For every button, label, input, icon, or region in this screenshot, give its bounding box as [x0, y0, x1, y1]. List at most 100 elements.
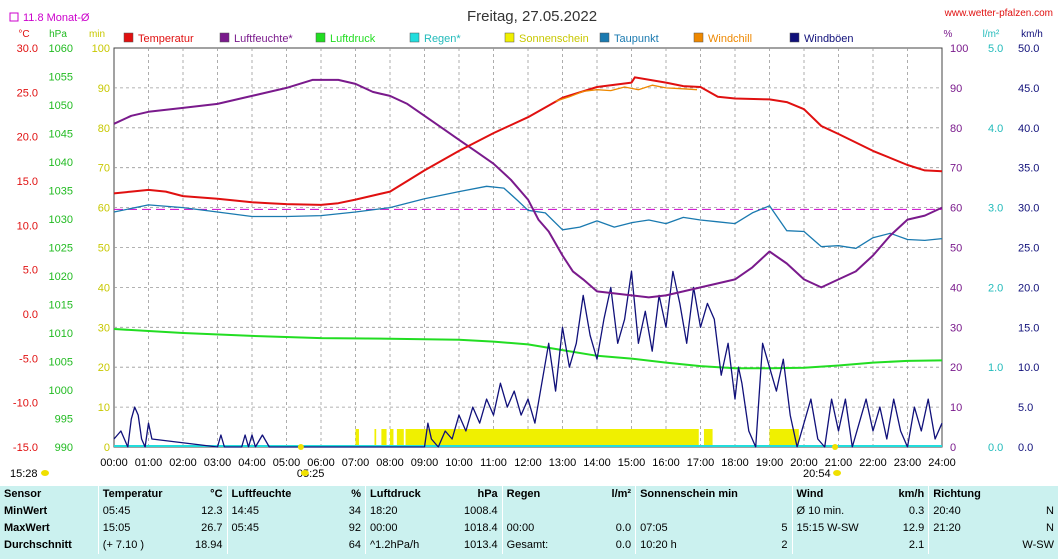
stats-row-label: MaxWert	[4, 522, 50, 534]
stats-header-unit: l/m²	[611, 488, 632, 500]
wind-tick-label: 40.0	[1018, 123, 1039, 135]
stats-cell-value: 0.0	[615, 522, 632, 534]
stats-cell-time: 07:05	[635, 520, 742, 537]
stats-cell-time: (+ 7.10 )	[97, 537, 167, 554]
sunset-icon	[833, 470, 842, 476]
temp-tick-label: -10.0	[13, 398, 38, 410]
pressure-tick-label: 1000	[49, 385, 73, 397]
stats-cell-time: 18:20	[365, 503, 444, 520]
wind-tick-label: 15.0	[1018, 322, 1039, 334]
sunshine-bars	[355, 429, 799, 447]
x-tick-label: 23:00	[894, 457, 922, 469]
sunshine-bar	[703, 429, 713, 447]
stats-cell-time: 14:45	[226, 503, 308, 520]
temp-unit-label: °C	[18, 29, 29, 40]
series-temperatur	[113, 76, 943, 206]
stats-cell-time: ^1.2hPa/h	[365, 537, 444, 554]
stats-cell-value: 2.1	[908, 539, 925, 551]
stats-cell-time: 10:20 h	[635, 537, 742, 554]
month-avg-label: 11.8 Monat-Ø	[23, 12, 90, 24]
minutes-tick-label: 50	[98, 243, 110, 255]
wind-tick-label: 35.0	[1018, 163, 1039, 175]
x-tick-label: 18:00	[721, 457, 749, 469]
legend-label: Sonnenschein	[519, 33, 589, 45]
stats-cell-value	[742, 503, 792, 520]
legend-label: Windböen	[804, 33, 854, 45]
minutes-tick-label: 70	[98, 163, 110, 175]
stats-row-label: MinWert	[4, 505, 48, 517]
stats-cell-time: 05:45	[97, 503, 167, 520]
stats-header-unit: %	[351, 488, 362, 500]
stats-cell-value: W-SW	[1022, 539, 1054, 551]
rain-unit-label: l/m²	[983, 29, 1000, 40]
stats-header-label: Richtung	[928, 486, 1012, 503]
wind-tick-label: 45.0	[1018, 83, 1039, 95]
stats-table: Sensor Temperatur °C Luftfeuchte% Luftdruck h…	[0, 486, 1058, 554]
sunshine-bar	[396, 429, 404, 447]
legend-label: Taupunkt	[614, 33, 659, 45]
weather-chart: 30.0 25.0 20.0 15.0 10.0 5.0 0.0 -5.0 -10.0 -15.0…	[0, 0, 1058, 486]
x-tick-label: 10:00	[445, 457, 473, 469]
stats-cell-time	[226, 537, 308, 554]
x-tick-label: 07:00	[342, 457, 370, 469]
month-avg-marker-icon	[9, 12, 19, 22]
minutes-tick-label: 20	[98, 362, 110, 374]
percent-tick-label: 70	[950, 163, 962, 175]
pressure-tick-label: 1060	[49, 43, 73, 55]
stats-header-label: Wind	[791, 486, 886, 503]
sun-markers: 15:28 05:25 20:54	[10, 444, 842, 480]
temp-tick-label: 30.0	[17, 43, 38, 55]
stats-header-label: Luftdruck	[365, 486, 444, 503]
rain-tick-label: 4.0	[988, 123, 1003, 135]
x-tick-label: 17:00	[687, 457, 715, 469]
stats-panel: Sensor Temperatur °C Luftfeuchte% Luftdruck h…	[0, 486, 1058, 559]
rain-tick-label: 0.0	[988, 442, 1003, 454]
legend-label: Regen*	[424, 33, 461, 45]
pressure-tick-label: 1035	[49, 186, 73, 198]
series-windchill	[555, 84, 698, 102]
stats-cell-time	[791, 537, 886, 554]
sunset-sun-icon	[832, 444, 839, 450]
pressure-tick-label: 1015	[49, 300, 73, 312]
rain-tick-label: 3.0	[988, 203, 1003, 215]
stats-header-label: Regen	[501, 486, 576, 503]
moonrise-icon	[41, 470, 49, 476]
stats-header-row: Sensor Temperatur °C Luftfeuchte% Luftdruck h…	[0, 486, 1058, 503]
wind-tick-label: 5.0	[1018, 402, 1033, 414]
stats-row-label: Durchschnitt	[4, 539, 72, 551]
rain-tick-label: 5.0	[988, 43, 1003, 55]
rain-tick-label: 2.0	[988, 282, 1003, 294]
moonrise-time: 15:28	[10, 468, 38, 480]
chart-grid	[113, 47, 943, 448]
x-tick-label: 22:00	[859, 457, 887, 469]
pressure-tick-label: 990	[55, 442, 73, 454]
stats-cell-time: 00:00	[501, 520, 576, 537]
chart-axes: 30.0 25.0 20.0 15.0 10.0 5.0 0.0 -5.0 -10.0 -15.0…	[13, 43, 1040, 469]
sunshine-bar	[405, 429, 699, 447]
series-windböen	[113, 270, 943, 448]
stats-cell-value: 12.3	[201, 505, 223, 517]
x-tick-label: 01:00	[135, 457, 163, 469]
x-tick-label: 21:00	[825, 457, 853, 469]
stats-cell-value: 12.9	[902, 522, 925, 534]
stats-cell-time: Ø 10 min.	[791, 503, 886, 520]
stats-cell-time	[928, 537, 1012, 554]
chart-title: Freitag, 27.05.2022	[467, 8, 597, 25]
legend-swatch	[315, 32, 326, 43]
wind-tick-label: 0.0	[1018, 442, 1033, 454]
chart-background	[0, 0, 1058, 486]
site-link[interactable]: www.wetter-pfalzen.com	[944, 8, 1053, 19]
sunshine-bar	[390, 429, 394, 447]
stats-cell-time: 00:00	[365, 520, 444, 537]
stats-header-unit	[742, 486, 792, 503]
percent-tick-label: 40	[950, 282, 962, 294]
sunshine-bar	[381, 429, 387, 447]
sunshine-bar	[769, 429, 799, 447]
x-tick-label: 04:00	[238, 457, 266, 469]
legend-label: Luftdruck	[330, 33, 376, 45]
temp-tick-label: 10.0	[17, 220, 38, 232]
temp-tick-label: -15.0	[13, 442, 38, 454]
x-tick-label: 08:00	[376, 457, 404, 469]
stats-cell-time: 15:15 W-SW	[791, 520, 886, 537]
pressure-tick-label: 1040	[49, 157, 73, 169]
